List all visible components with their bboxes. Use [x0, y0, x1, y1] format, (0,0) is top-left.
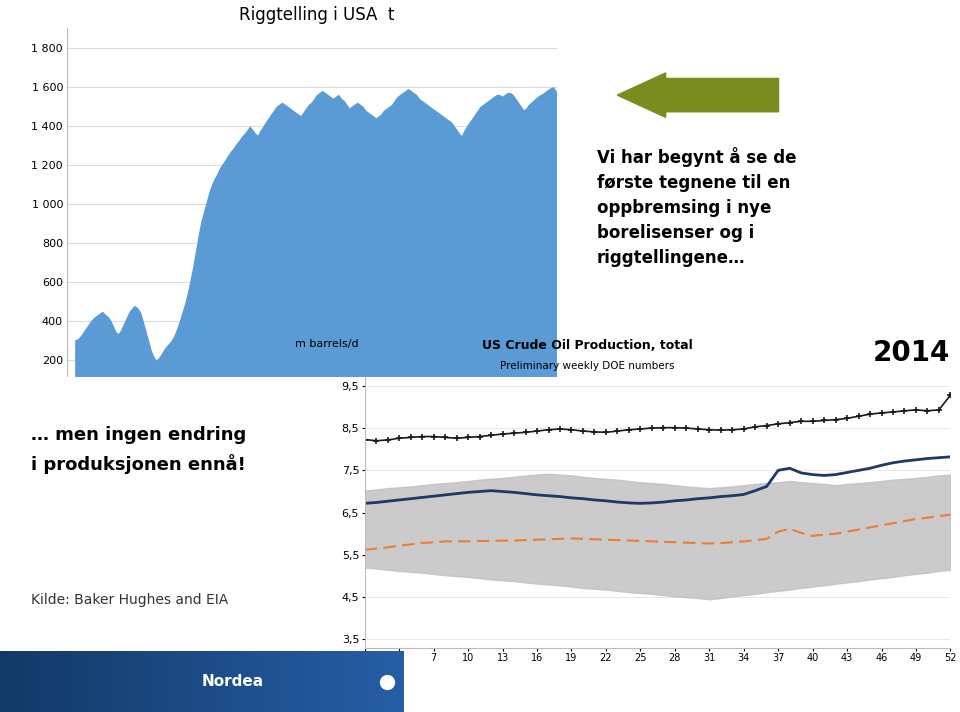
Text: 2014: 2014 — [873, 340, 950, 367]
Text: m barrels/d: m barrels/d — [296, 340, 359, 350]
Text: Kilde: Baker Hughes and EIA: Kilde: Baker Hughes and EIA — [31, 593, 228, 607]
Text: … men ingen endring
i produksjonen ennå!: … men ingen endring i produksjonen ennå! — [31, 426, 246, 473]
Text: Vi har begynt å se de
første tegnene til en
oppbremsing i nye
borelisenser og i
: Vi har begynt å se de første tegnene til… — [597, 147, 797, 267]
FancyArrow shape — [617, 73, 779, 117]
Title: Riggtelling i USA  t: Riggtelling i USA t — [239, 6, 395, 24]
Text: Preliminary weekly DOE numbers: Preliminary weekly DOE numbers — [500, 361, 675, 371]
Text: US Crude Oil Production, total: US Crude Oil Production, total — [482, 340, 693, 352]
Text: Nordea: Nordea — [202, 674, 264, 689]
